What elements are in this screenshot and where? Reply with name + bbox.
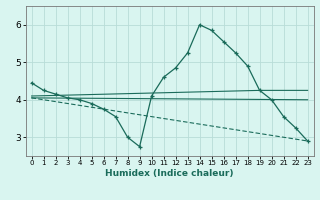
X-axis label: Humidex (Indice chaleur): Humidex (Indice chaleur) [105,169,234,178]
